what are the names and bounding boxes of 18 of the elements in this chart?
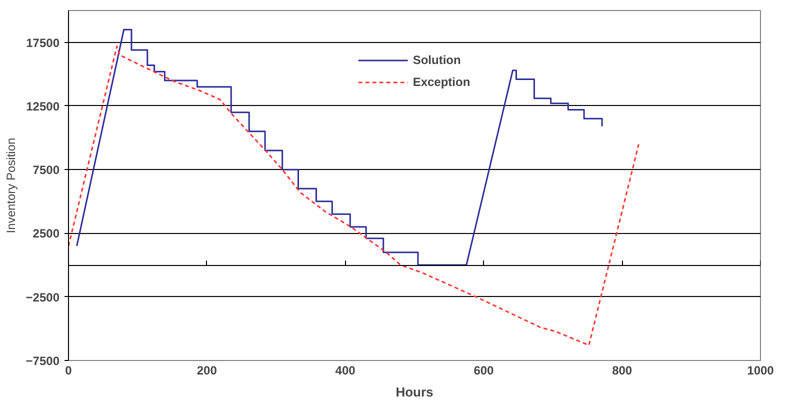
x-tick-label: 1000 [747,364,774,378]
y-tick-label: −7500 [26,354,60,368]
y-axis-title: Inventory Position [4,138,18,234]
x-axis-title: Hours [396,384,434,400]
x-tick-label: 0 [65,364,72,378]
x-tick-label: 800 [612,364,632,378]
line-series [68,45,640,346]
x-tick-label: 600 [474,364,494,378]
y-tick-label: 7500 [32,163,60,178]
x-tick-label: 400 [335,364,356,378]
y-tick-label: −2500 [26,290,60,304]
legend-label: Solution [412,53,461,67]
x-tick-label: 200 [196,364,218,378]
legend-label: Exception [412,75,470,89]
y-tick-label: 17500 [26,36,60,50]
y-tick-label: 12500 [26,99,60,114]
y-tick-label: 2500 [32,226,60,241]
line-series [76,28,603,266]
